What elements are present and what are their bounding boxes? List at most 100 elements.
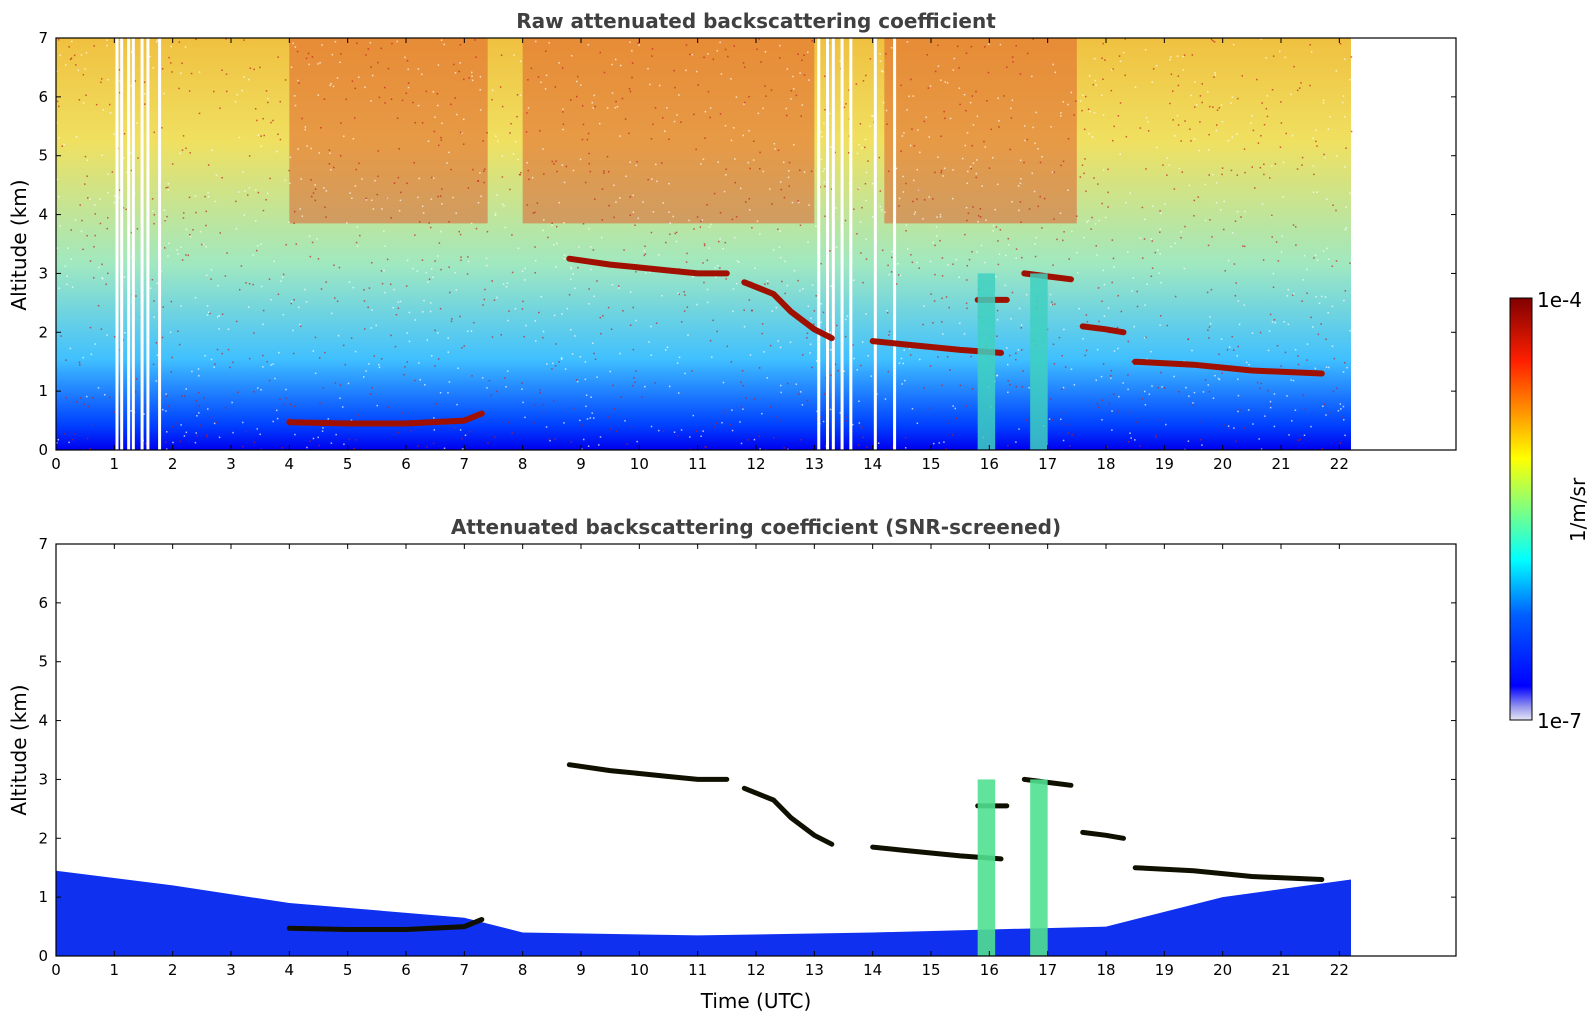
speckle: [1287, 323, 1290, 326]
speckle: [325, 281, 327, 283]
speckle: [765, 95, 767, 97]
speckle: [799, 289, 801, 292]
speckle: [542, 403, 545, 406]
speckle: [243, 76, 245, 78]
speckle: [343, 443, 345, 446]
speckle: [166, 215, 168, 218]
speckle: [972, 124, 975, 126]
speckle: [1134, 86, 1137, 89]
speckle: [438, 242, 441, 244]
speckle: [589, 170, 592, 173]
speckle: [542, 412, 545, 414]
speckle: [724, 48, 727, 51]
speckle: [1341, 415, 1343, 418]
speckle: [1258, 438, 1260, 440]
speckle: [1256, 78, 1258, 81]
speckle: [858, 422, 861, 424]
speckle: [1316, 145, 1318, 147]
speckle: [851, 423, 854, 426]
speckle: [1244, 210, 1246, 213]
speckle: [1285, 132, 1287, 135]
speckle: [590, 396, 592, 398]
speckle: [471, 75, 473, 78]
speckle: [964, 233, 966, 236]
speckle: [1091, 136, 1094, 138]
speckle: [494, 214, 497, 217]
speckle: [180, 424, 182, 426]
speckle: [588, 162, 590, 165]
speckle: [680, 121, 682, 123]
speckle: [969, 166, 972, 168]
speckle: [390, 334, 392, 337]
speckle: [162, 408, 164, 411]
speckle: [280, 280, 282, 282]
speckle: [810, 317, 812, 320]
speckle: [1178, 390, 1180, 393]
speckle: [1274, 163, 1277, 165]
speckle: [971, 388, 974, 390]
speckle: [786, 68, 789, 70]
speckle: [178, 41, 181, 43]
cloud-layer: [1132, 358, 1325, 377]
speckle: [637, 42, 640, 44]
speckle: [591, 101, 594, 104]
speckle: [199, 424, 201, 427]
speckle: [1248, 363, 1250, 366]
speckle: [516, 115, 518, 118]
speckle: [447, 351, 450, 353]
speckle: [522, 300, 524, 303]
speckle: [209, 312, 211, 315]
speckle: [447, 392, 449, 394]
speckle: [292, 352, 295, 355]
speckle: [378, 363, 380, 366]
speckle: [1159, 253, 1161, 255]
speckle: [516, 94, 519, 96]
speckle: [1200, 420, 1203, 423]
x-tick-label: 5: [343, 455, 353, 473]
speckle: [911, 128, 913, 130]
speckle: [1208, 337, 1210, 339]
speckle: [971, 144, 974, 147]
speckle: [86, 175, 88, 177]
speckle: [1301, 156, 1304, 159]
speckle: [1194, 106, 1196, 108]
speckle: [1327, 366, 1330, 369]
speckle: [1015, 441, 1017, 443]
speckle: [188, 196, 191, 199]
speckle: [254, 189, 257, 192]
speckle: [892, 446, 894, 448]
speckle: [1210, 288, 1213, 291]
speckle: [1272, 272, 1275, 275]
x-tick-label: 13: [805, 961, 824, 979]
speckle: [1063, 231, 1065, 233]
speckle: [482, 140, 484, 142]
speckle: [964, 144, 966, 147]
speckle: [632, 348, 635, 351]
speckle: [1102, 114, 1105, 116]
speckle: [407, 86, 410, 89]
speckle: [477, 180, 479, 182]
speckle: [666, 107, 668, 109]
speckle: [1092, 83, 1095, 86]
speckle: [581, 448, 583, 450]
speckle: [866, 446, 868, 448]
speckle: [806, 337, 808, 339]
speckle: [161, 127, 163, 129]
speckle: [825, 377, 827, 379]
speckle: [1041, 156, 1043, 158]
speckle: [470, 330, 473, 332]
speckle: [807, 305, 810, 307]
speckle: [932, 198, 934, 200]
speckle: [1345, 206, 1347, 208]
speckle: [890, 256, 893, 259]
speckle: [514, 308, 517, 310]
speckle: [1060, 112, 1062, 114]
speckle: [1327, 258, 1330, 261]
speckle: [386, 258, 389, 261]
speckle: [426, 339, 429, 341]
speckle: [941, 384, 943, 387]
speckle: [1266, 115, 1269, 118]
speckle: [1144, 304, 1146, 306]
speckle: [300, 178, 302, 180]
speckle: [858, 444, 860, 446]
